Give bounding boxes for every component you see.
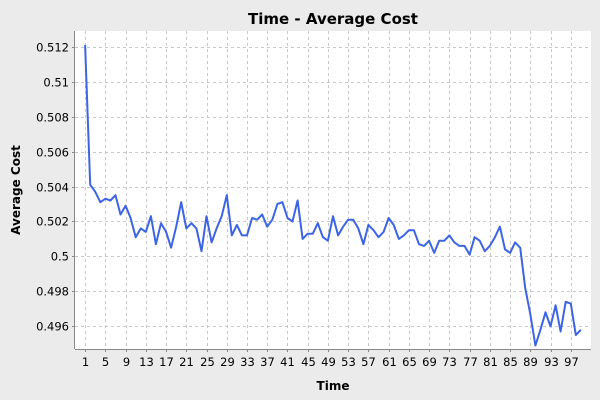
y-tick-label: 0.504 [36,181,69,195]
x-tick-label: 65 [402,355,417,369]
tick-marks [72,47,572,352]
x-tick-label: 53 [341,355,356,369]
x-tick-label: 93 [544,355,559,369]
x-axis-label: Time [317,379,350,393]
y-axis-label: Average Cost [9,145,23,235]
x-tick-label: 89 [523,355,538,369]
x-tick-label: 37 [260,355,275,369]
series-line [84,44,582,347]
plot-area [75,31,591,349]
x-tick-label: 57 [361,355,376,369]
x-tick-label: 29 [220,355,235,369]
x-tick-label: 49 [321,355,336,369]
x-tick-label: 81 [483,355,498,369]
x-tick-label: 41 [280,355,295,369]
x-tick-label: 97 [564,355,579,369]
x-tick-label: 33 [240,355,255,369]
y-tick-label: 0.506 [36,146,69,160]
x-tick-label: 45 [301,355,316,369]
x-tick-label: 21 [179,355,194,369]
y-tick-label: 0.508 [36,111,69,125]
x-tick-label: 25 [200,355,215,369]
y-tick-label: 0.502 [36,215,69,229]
y-tick-label: 0.512 [36,41,69,55]
y-tick-label: 0.5 [51,250,69,264]
axes [74,31,591,350]
y-tick-labels: 0.496 0.498 0.5 0.502 0.504 0.506 0.508 0.51 0.5… [36,41,69,334]
series-layer [84,44,582,347]
x-tick-label: 77 [463,355,478,369]
chart-title: Time - Average Cost [248,10,418,28]
y-tick-label: 0.496 [36,320,69,334]
x-tick-labels: 1 5 9 13 17 21 25 29 33 37 41 45 49 53 57 61 65 69 73 77 81 8… [82,355,579,369]
y-tick-label: 0.51 [43,76,69,90]
x-tick-label: 17 [159,355,174,369]
y-tick-label: 0.498 [36,285,69,299]
x-tick-label: 73 [442,355,457,369]
x-tick-label: 13 [139,355,154,369]
x-tick-label: 61 [382,355,397,369]
x-tick-label: 1 [82,355,89,369]
x-tick-label: 9 [123,355,130,369]
x-tick-label: 69 [422,355,437,369]
x-tick-label: 5 [102,355,109,369]
x-tick-label: 85 [503,355,518,369]
grid-lines [75,31,591,349]
